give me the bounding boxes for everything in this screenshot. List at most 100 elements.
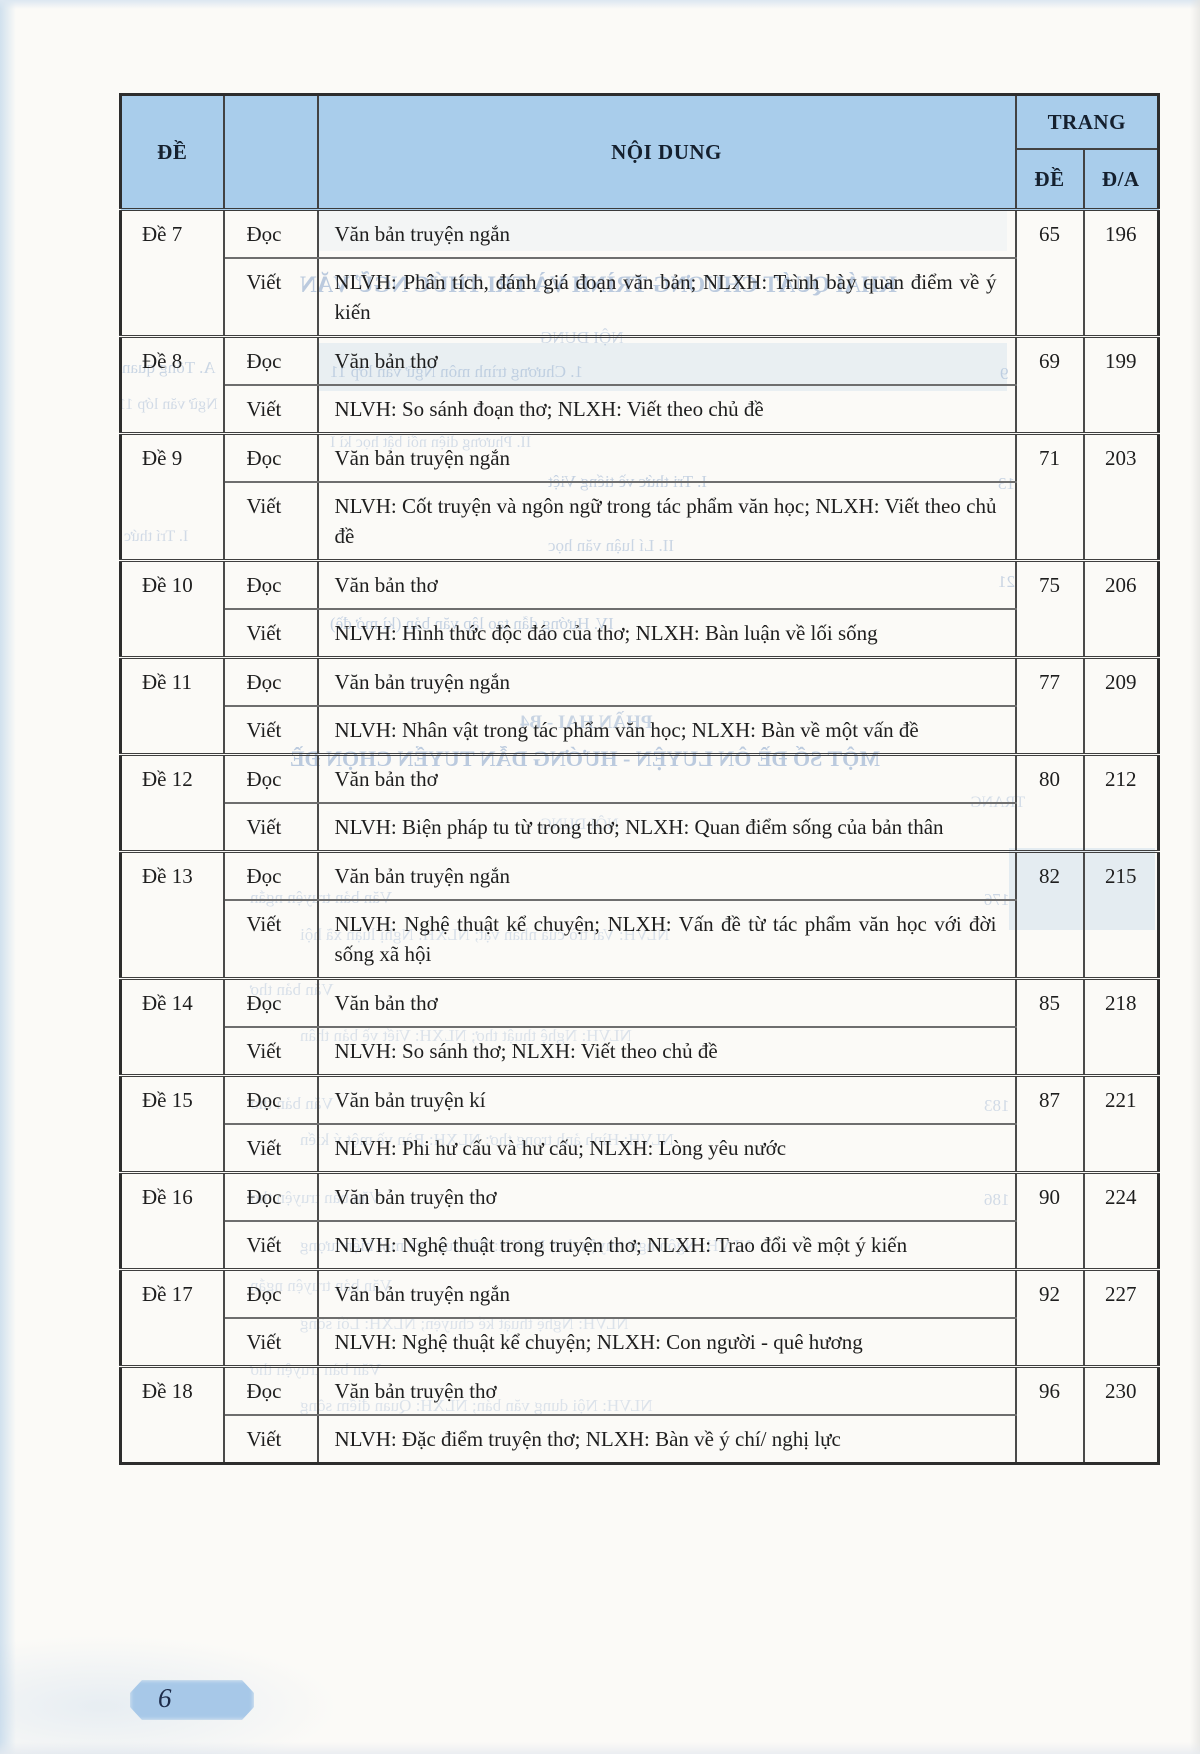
page-da-value: 206 <box>1082 559 1160 658</box>
de-label: Đề 10 <box>119 559 225 658</box>
scan-edge <box>0 1742 1200 1754</box>
table-row: Viết NLVH: Cốt truyện và ngôn ngữ trong … <box>121 482 1159 561</box>
page-de-value: 87 <box>1014 1074 1085 1173</box>
doc-content: Văn bản thơ <box>316 335 1017 386</box>
doc-label: Đọc <box>222 1268 319 1319</box>
table-row: Viết NLVH: Đặc điểm truyện thơ; NLXH: Bà… <box>121 1415 1159 1464</box>
doc-content: Văn bản truyện ngắn <box>316 1268 1017 1319</box>
viet-content: NLVH: Nghệ thuật trong truyện thơ; NLXH:… <box>316 1221 1017 1270</box>
table-row: Viết NLVH: Nghệ thuật kể chuyện; NLXH: V… <box>121 900 1159 979</box>
page-da-value: 209 <box>1082 656 1160 755</box>
table-row: Đề 12 Đọc Văn bản thơ 80 212 <box>119 753 1160 852</box>
viet-content: NLVH: Cốt truyện và ngôn ngữ trong tác p… <box>316 482 1017 561</box>
viet-content: NLVH: Hình thức độc đáo của thơ; NLXH: B… <box>316 609 1017 658</box>
de-label: Đề 15 <box>119 1074 225 1173</box>
header-de: ĐỀ <box>119 93 225 211</box>
viet-content: NLVH: Biện pháp tu từ trong thơ; NLXH: Q… <box>316 803 1017 852</box>
de-label: Đề 13 <box>119 850 225 979</box>
toc-table: ĐỀ NỘI DUNG TRANG ĐỀ Đ/A Đề 7 Đọc Văn bả… <box>119 93 1160 1465</box>
page-de-value: 75 <box>1014 559 1085 658</box>
page-number-badge: 6 <box>128 1678 256 1722</box>
table-row: Đề 16 Đọc Văn bản truyện thơ 90 224 <box>119 1171 1160 1270</box>
table-row: Viết NLVH: Biện pháp tu từ trong thơ; NL… <box>121 803 1159 852</box>
page-number: 6 <box>158 1683 172 1713</box>
table-row: Đề 13 Đọc Văn bản truyện ngắn 82 215 <box>119 850 1160 979</box>
de-label: Đề 18 <box>119 1365 225 1464</box>
page-de-value: 71 <box>1014 432 1085 561</box>
table-row: Viết NLVH: Nghệ thuật kể chuyện; NLXH: C… <box>121 1318 1159 1367</box>
viet-content: NLVH: So sánh đoạn thơ; NLXH: Viết theo … <box>316 385 1017 434</box>
header-trang-da: Đ/A <box>1082 148 1160 211</box>
viet-content: NLVH: Phân tích, đánh giá đoạn văn bản; … <box>316 258 1017 337</box>
viet-label: Viết <box>222 482 319 561</box>
table-row: Viết NLVH: So sánh đoạn thơ; NLXH: Viết … <box>121 385 1159 434</box>
table-row: Viết NLVH: Phân tích, đánh giá đoạn văn … <box>121 258 1159 337</box>
doc-content: Văn bản truyện thơ <box>316 1365 1017 1416</box>
table-row: Đề 8 Đọc Văn bản thơ 69 199 <box>119 335 1160 434</box>
table-row: Viết NLVH: Hình thức độc đáo của thơ; NL… <box>121 609 1159 658</box>
viet-content: NLVH: Nghệ thuật kể chuyện; NLXH: Con ng… <box>316 1318 1017 1367</box>
de-label: Đề 11 <box>119 656 225 755</box>
doc-label: Đọc <box>222 1365 319 1416</box>
de-label: Đề 8 <box>119 335 225 434</box>
viet-label: Viết <box>222 258 319 337</box>
viet-label: Viết <box>222 1027 319 1076</box>
table-row: Đề 11 Đọc Văn bản truyện ngắn 77 209 <box>119 656 1160 755</box>
page-de-value: 77 <box>1014 656 1085 755</box>
page-de-value: 96 <box>1014 1365 1085 1464</box>
de-label: Đề 16 <box>119 1171 225 1270</box>
header-subrow: ĐỀ Đ/A <box>121 148 1160 211</box>
doc-label: Đọc <box>222 977 319 1028</box>
doc-label: Đọc <box>222 1074 319 1125</box>
de-label: Đề 12 <box>119 753 225 852</box>
viet-label: Viết <box>222 1318 319 1367</box>
table-row: Đề 7 Đọc Văn bản truyện ngắn 65 196 <box>119 208 1160 337</box>
page-de-value: 90 <box>1014 1171 1085 1270</box>
scan-edge <box>0 0 1200 9</box>
viet-label: Viết <box>222 1415 319 1464</box>
table-row: Đề 18 Đọc Văn bản truyện thơ 96 230 <box>119 1365 1160 1464</box>
header-trang-de: ĐỀ <box>1014 148 1085 211</box>
table-row: Đề 10 Đọc Văn bản thơ 75 206 <box>119 559 1160 658</box>
doc-content: Văn bản truyện kí <box>316 1074 1017 1125</box>
doc-content: Văn bản truyện ngắn <box>316 432 1017 483</box>
page-de-value: 69 <box>1014 335 1085 434</box>
viet-label: Viết <box>222 803 319 852</box>
doc-content: Văn bản truyện ngắn <box>316 208 1017 259</box>
doc-content: Văn bản thơ <box>316 977 1017 1028</box>
page-de-value: 92 <box>1014 1268 1085 1367</box>
doc-content: Văn bản thơ <box>316 753 1017 804</box>
viet-content: NLVH: Đặc điểm truyện thơ; NLXH: Bàn về … <box>316 1415 1017 1464</box>
viet-label: Viết <box>222 385 319 434</box>
page-de-value: 65 <box>1014 208 1085 337</box>
page-de-value: 82 <box>1014 850 1085 979</box>
page-de-value: 85 <box>1014 977 1085 1076</box>
page-da-value: 224 <box>1082 1171 1160 1270</box>
table-row: Đề 15 Đọc Văn bản truyện kí 87 221 <box>119 1074 1160 1173</box>
page-da-value: 196 <box>1082 208 1160 337</box>
table-row: Đề 9 Đọc Văn bản truyện ngắn 71 203 <box>119 432 1160 561</box>
viet-label: Viết <box>222 1221 319 1270</box>
page-da-value: 230 <box>1082 1365 1160 1464</box>
page-da-value: 212 <box>1082 753 1160 852</box>
page-de-value: 80 <box>1014 753 1085 852</box>
viet-label: Viết <box>222 706 319 755</box>
doc-label: Đọc <box>222 850 319 901</box>
doc-content: Văn bản truyện thơ <box>316 1171 1017 1222</box>
viet-label: Viết <box>222 1124 319 1173</box>
header-noidung: NỘI DUNG <box>316 93 1017 211</box>
viet-content: NLVH: Nghệ thuật kể chuyện; NLXH: Vấn đề… <box>316 900 1017 979</box>
doc-label: Đọc <box>222 1171 319 1222</box>
page-da-value: 199 <box>1082 335 1160 434</box>
table-row: Viết NLVH: Nghệ thuật trong truyện thơ; … <box>121 1221 1159 1270</box>
doc-label: Đọc <box>222 335 319 386</box>
de-label: Đề 9 <box>119 432 225 561</box>
table-row: Viết NLVH: Phi hư cấu và hư cấu; NLXH: L… <box>121 1124 1159 1173</box>
viet-content: NLVH: Phi hư cấu và hư cấu; NLXH: Lòng y… <box>316 1124 1017 1173</box>
page-da-value: 218 <box>1082 977 1160 1076</box>
page-da-value: 221 <box>1082 1074 1160 1173</box>
doc-label: Đọc <box>222 753 319 804</box>
table-row: Viết NLVH: So sánh thơ; NLXH: Viết theo … <box>121 1027 1159 1076</box>
header-trang: TRANG <box>1014 93 1160 150</box>
header-row: ĐỀ NỘI DUNG TRANG <box>119 93 1160 211</box>
